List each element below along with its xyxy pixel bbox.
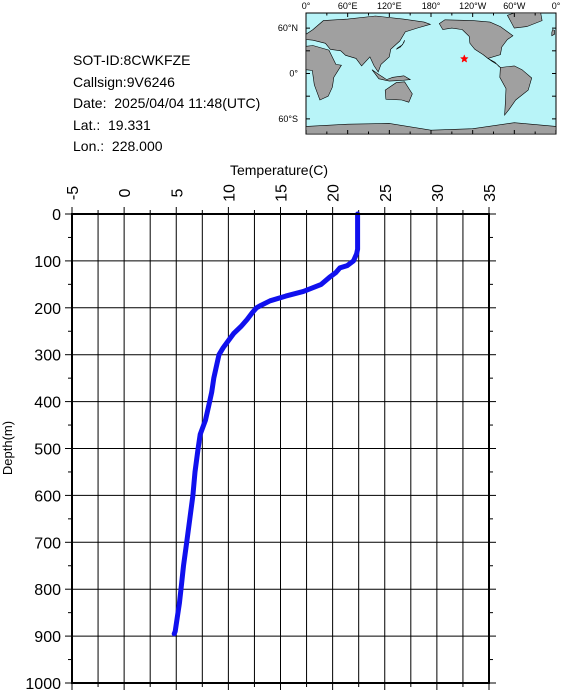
sot-id-text: SOT-ID:8CWKFZE [73,52,191,68]
y-tick-label: 200 [34,301,61,318]
y-tick-label: 900 [34,629,61,646]
chart-ticks [65,207,496,690]
map-lon-label: 0° [552,1,561,11]
plot-frame [71,213,490,684]
temperature-profile-line [171,211,361,637]
chart-grid [71,213,490,684]
x-tick-label: 10 [221,184,238,202]
temperature-series-line [171,211,361,637]
x-tick-label: 0 [117,188,134,197]
x-axis-title: Temperature(C) [230,162,328,178]
y-tick-label: 300 [34,348,61,365]
y-tick-label: 600 [34,488,61,505]
x-tick-label: 35 [482,184,499,202]
x-tick-label: -5 [65,186,82,200]
map-lon-label: 60°E [338,1,358,11]
y-axis-title: Depth(m) [0,421,15,475]
x-tick-label: 25 [378,184,395,202]
map-lon-label: 120°W [459,1,487,11]
y-tick-label: 700 [34,535,61,552]
y-tick-label: 100 [34,254,61,271]
x-tick-label: 15 [274,184,291,202]
map-marker-star [459,54,469,63]
y-tick-label: 500 [34,442,61,459]
location-map: 0° 60°E 120°E 180° 120°W 60°W 0° 60°N 0° 60°S [278,1,561,135]
map-land [305,12,557,135]
map-lat-label: 60°S [278,114,298,124]
y-tick-labels: 0 100 200 300 400 500 600 700 800 900 1000 [25,207,61,690]
map-frame-ticks [305,13,557,134]
date-text: Date: 2025/04/04 11:48(UTC) [73,95,261,111]
map-lon-label: 180° [422,1,441,11]
y-tick-label: 0 [52,207,61,224]
x-tick-label: 5 [169,188,186,197]
map-lat-label: 0° [289,69,298,79]
map-lon-label: 120°E [377,1,402,11]
latitude-text: Lat.: 19.331 [73,116,151,133]
map-lon-label: 0° [302,1,311,11]
map-lon-label: 60°W [503,1,526,11]
x-tick-labels: -5 0 5 10 15 20 25 30 35 [65,184,499,202]
map-lat-label: 60°N [278,23,298,33]
y-tick-label: 800 [34,582,61,599]
x-tick-label: 20 [326,184,343,202]
metadata-block: SOT-ID:8CWKFZE Callsign:9V6246 Date: 202… [73,50,260,158]
y-tick-label: 1000 [25,676,61,690]
x-tick-label: 30 [430,184,447,202]
y-tick-label: 400 [34,395,61,412]
map-labels: 0° 60°E 120°E 180° 120°W 60°W 0° 60°N 0° 60°S [278,1,561,124]
callsign-text: Callsign:9V6246 [73,73,175,90]
longitude-text: Lon.: 228.000 [73,138,163,154]
